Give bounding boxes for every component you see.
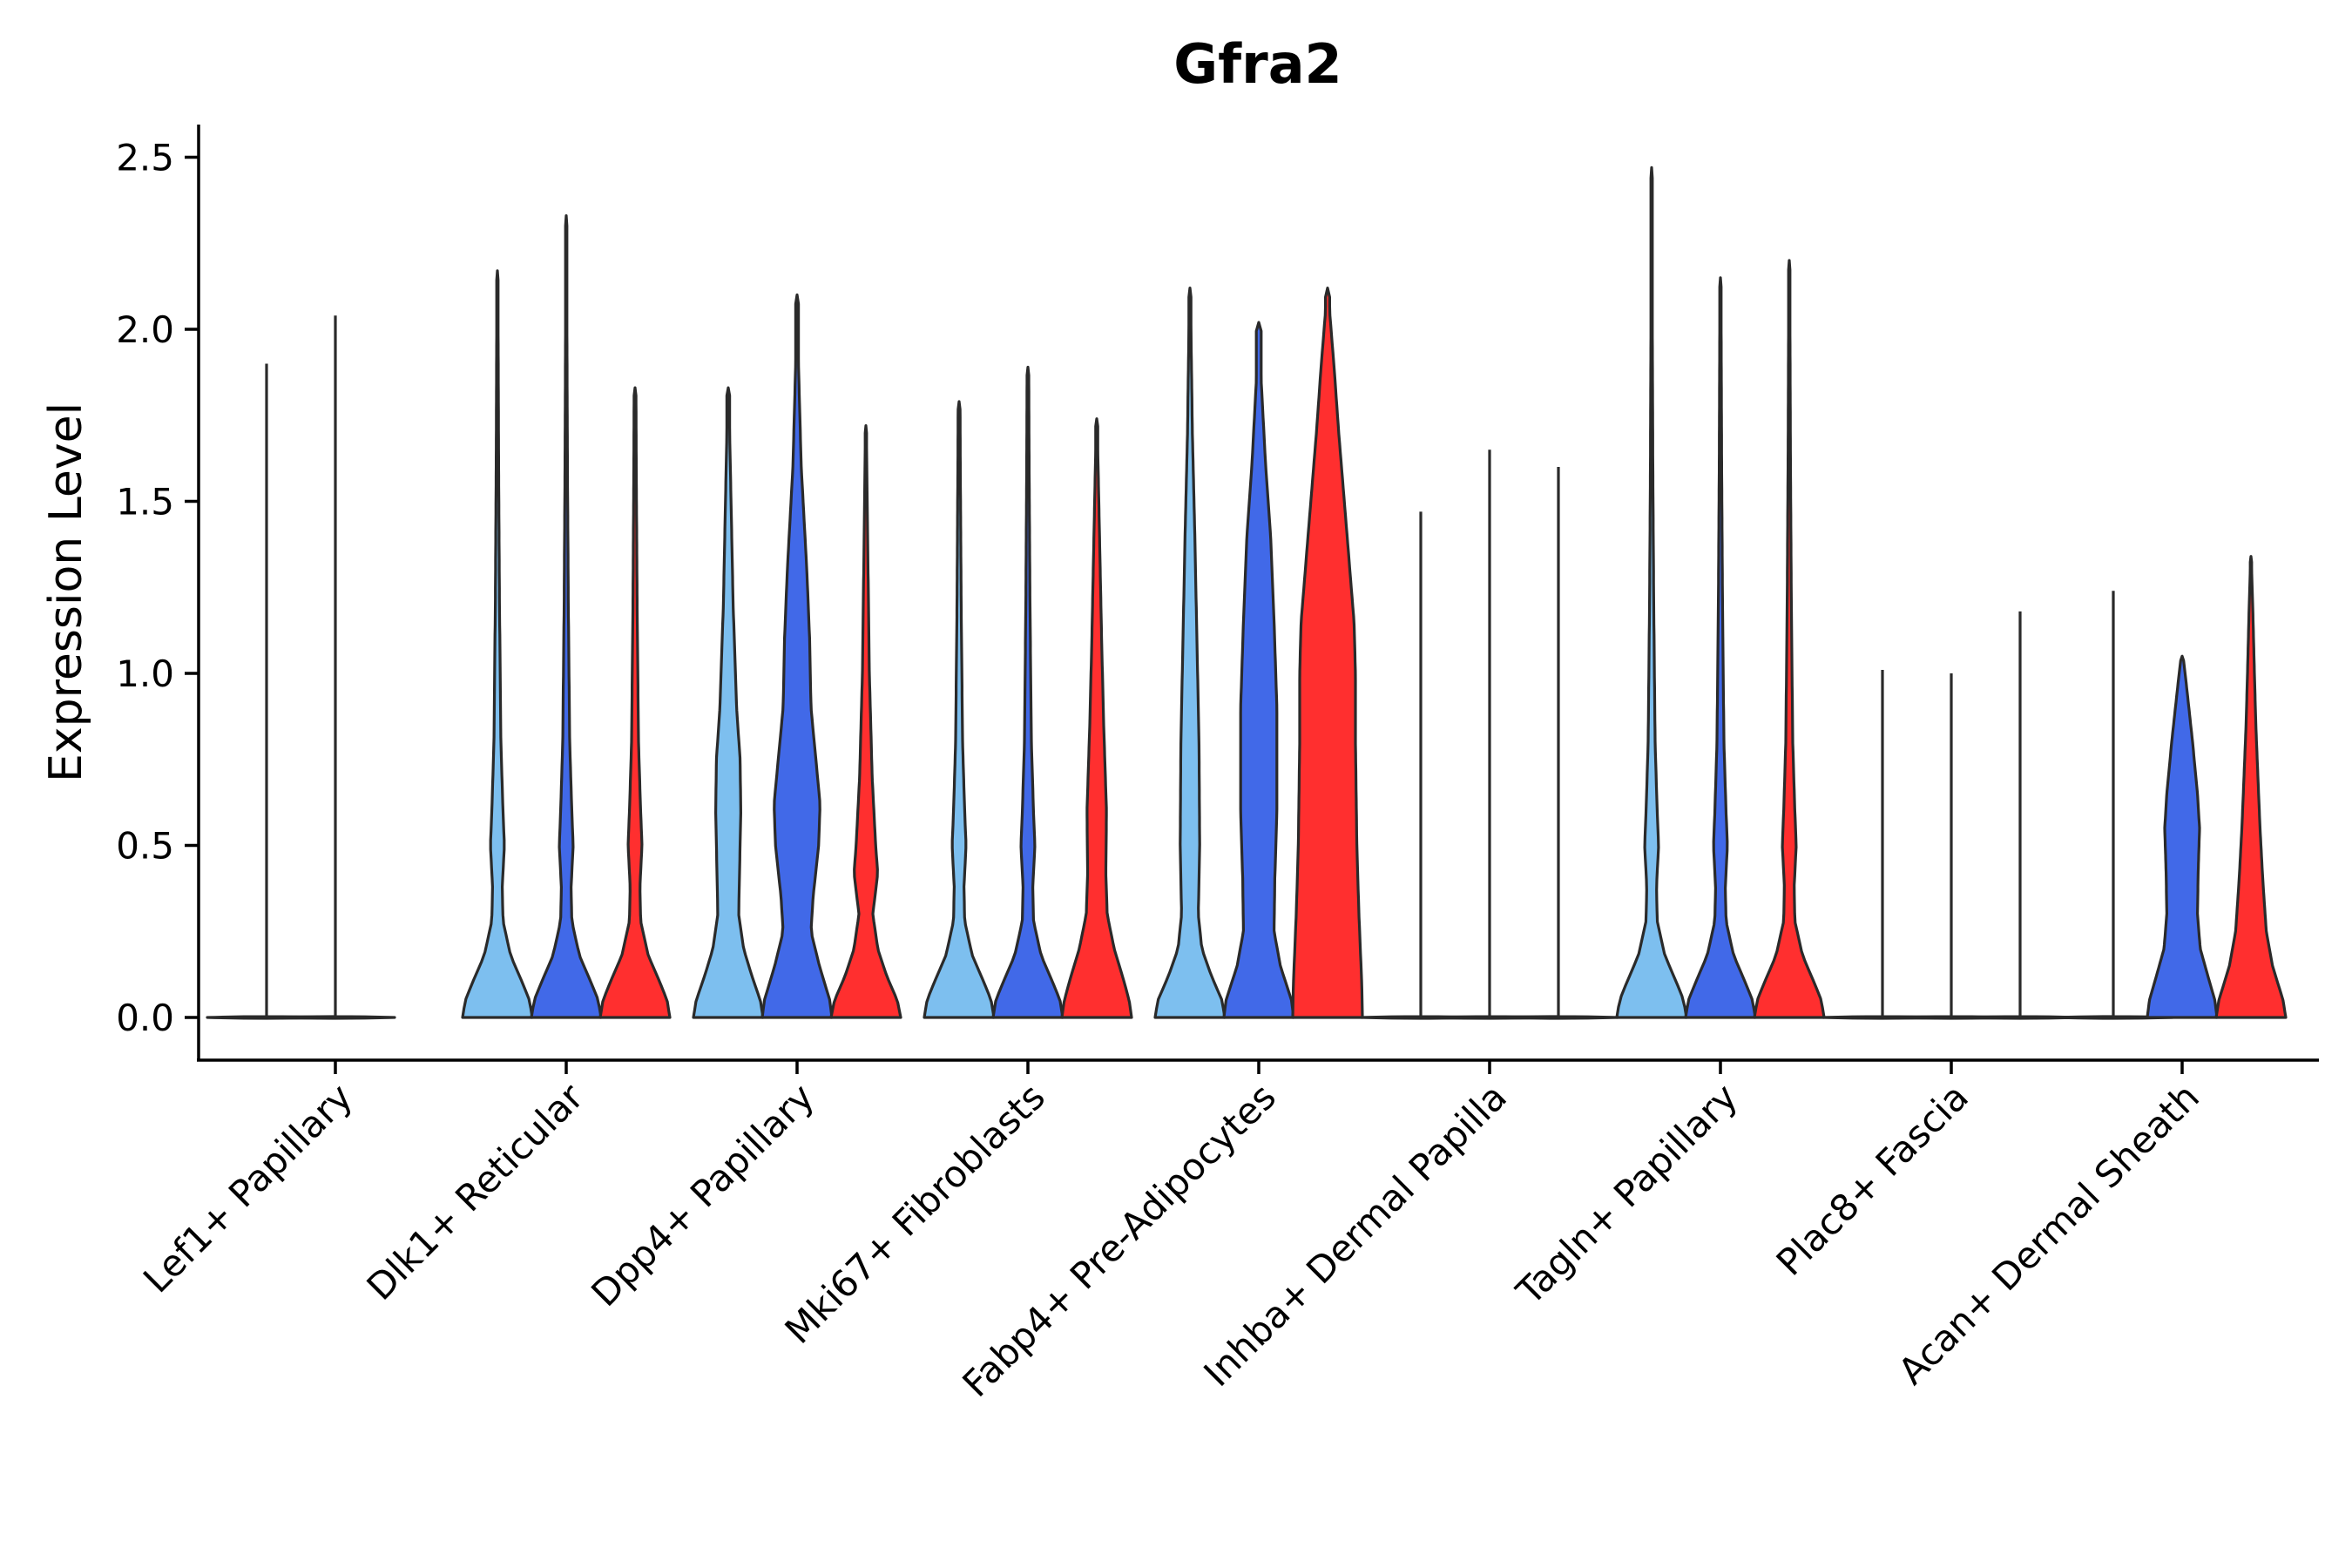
y-tick-label: 2.5 xyxy=(116,137,174,179)
violin-inhba-dermal-papilla-group-2 xyxy=(1429,449,1551,1020)
violin-tagln-papillary-group-2 xyxy=(1684,276,1757,1019)
violin-fabp4-pre-adipocytes-group-1 xyxy=(1153,287,1227,1019)
violin-acan-dermal-sheath-group-2 xyxy=(2146,654,2219,1019)
x-tick-label: Mki67+ Fibroblasts xyxy=(777,1075,1053,1351)
violin-lef1-papillary-group-1 xyxy=(206,363,328,1020)
violin-plac8-fascia-group-2 xyxy=(1890,673,2012,1020)
violin-mki67-fibroblasts-group-3 xyxy=(1060,417,1133,1019)
x-tick-label: Tagln+ Papillary xyxy=(1508,1075,1746,1313)
y-tick-label: 1.0 xyxy=(116,652,174,695)
violin-fabp4-pre-adipocytes-group-2 xyxy=(1222,321,1295,1019)
y-axis-ticks: 0.0 0.5 1.0 1.5 2.0 2.5 xyxy=(116,137,199,1039)
x-tick-label: Dpp4+ Papillary xyxy=(583,1075,822,1315)
violin-dpp4-papillary-group-3 xyxy=(829,424,902,1019)
violin-tagln-papillary-group-1 xyxy=(1615,166,1688,1019)
violin-mki67-fibroblasts-group-2 xyxy=(991,365,1064,1019)
violin-inhba-dermal-papilla-group-3 xyxy=(1497,467,1619,1020)
x-tick-label: Dlk1+ Reticular xyxy=(359,1075,592,1308)
violin-dpp4-papillary-group-2 xyxy=(760,293,834,1019)
violin-dpp4-papillary-group-1 xyxy=(692,386,765,1019)
violin-dlk1-reticular-group-2 xyxy=(530,214,603,1019)
violin-dlk1-reticular-group-3 xyxy=(598,386,672,1019)
y-tick-label: 0.0 xyxy=(116,997,174,1039)
violin-dlk1-reticular-group-1 xyxy=(461,269,534,1019)
y-tick-label: 1.5 xyxy=(116,481,174,524)
y-tick-label: 0.5 xyxy=(116,825,174,868)
violin-plac8-fascia-group-3 xyxy=(1959,611,2081,1020)
violin-plac8-fascia-group-1 xyxy=(1821,670,1943,1020)
violin-lef1-papillary-group-2 xyxy=(274,315,396,1020)
violin-inhba-dermal-papilla-group-1 xyxy=(1360,511,1482,1020)
violin-fabp4-pre-adipocytes-group-3 xyxy=(1291,287,1364,1019)
x-tick-label: Plac8+ Fascia xyxy=(1768,1075,1977,1283)
violin-acan-dermal-sheath-group-3 xyxy=(2214,555,2288,1019)
x-tick-label: Lef1+ Papillary xyxy=(135,1075,361,1301)
violin-tagln-papillary-group-3 xyxy=(1753,259,1826,1019)
violins xyxy=(206,166,2288,1020)
violin-mki67-fibroblasts-group-1 xyxy=(923,400,996,1019)
chart-title: Gfra2 xyxy=(1173,32,1342,96)
violin-acan-dermal-sheath-group-1 xyxy=(2052,591,2174,1020)
y-tick-label: 2.0 xyxy=(116,308,174,351)
y-axis-label: Expression Level xyxy=(40,402,92,782)
